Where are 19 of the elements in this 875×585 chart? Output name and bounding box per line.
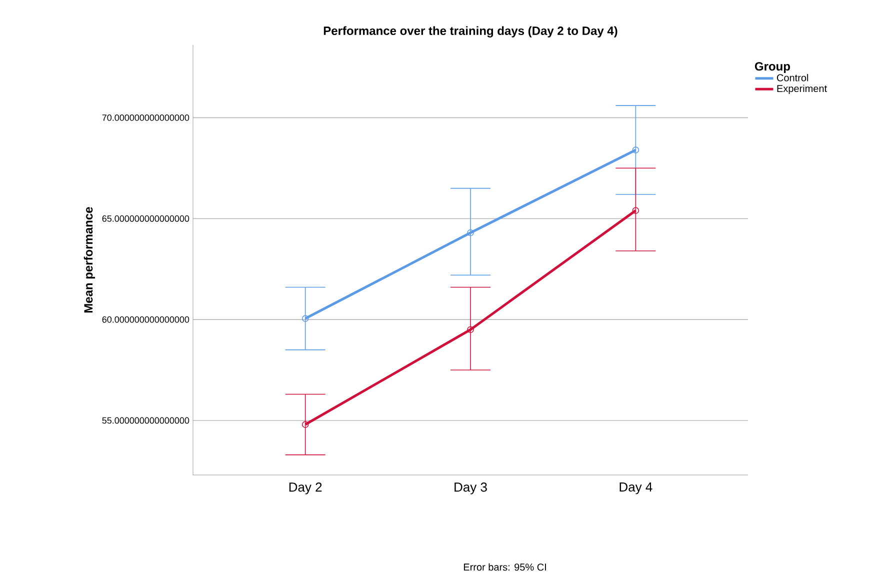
y-axis-title: Mean performance [84,207,96,313]
y-tick-label: 65.000000000000000 [102,215,190,222]
x-tick-label: Day 3 [454,482,487,494]
y-tick-label: 60.000000000000000 [102,316,190,323]
point [302,421,309,428]
point [632,146,640,154]
point [302,315,309,322]
chart-title: Performance over the training days (Day 2 to Day 4) [324,26,618,38]
legend-label: Experiment [777,84,827,94]
x-tick-label: Day 2 [289,482,322,494]
y-tick-label: 70.000000000000000 [102,114,190,121]
y-tick-label: 55.000000000000000 [102,417,190,424]
legend-title: Group [754,62,790,73]
point [632,207,640,214]
text: Error bars: 95% CI [464,563,546,571]
legend-label: Control [776,74,808,82]
point [467,229,474,236]
point [467,326,474,334]
x-tick-label: Day 4 [620,482,652,494]
